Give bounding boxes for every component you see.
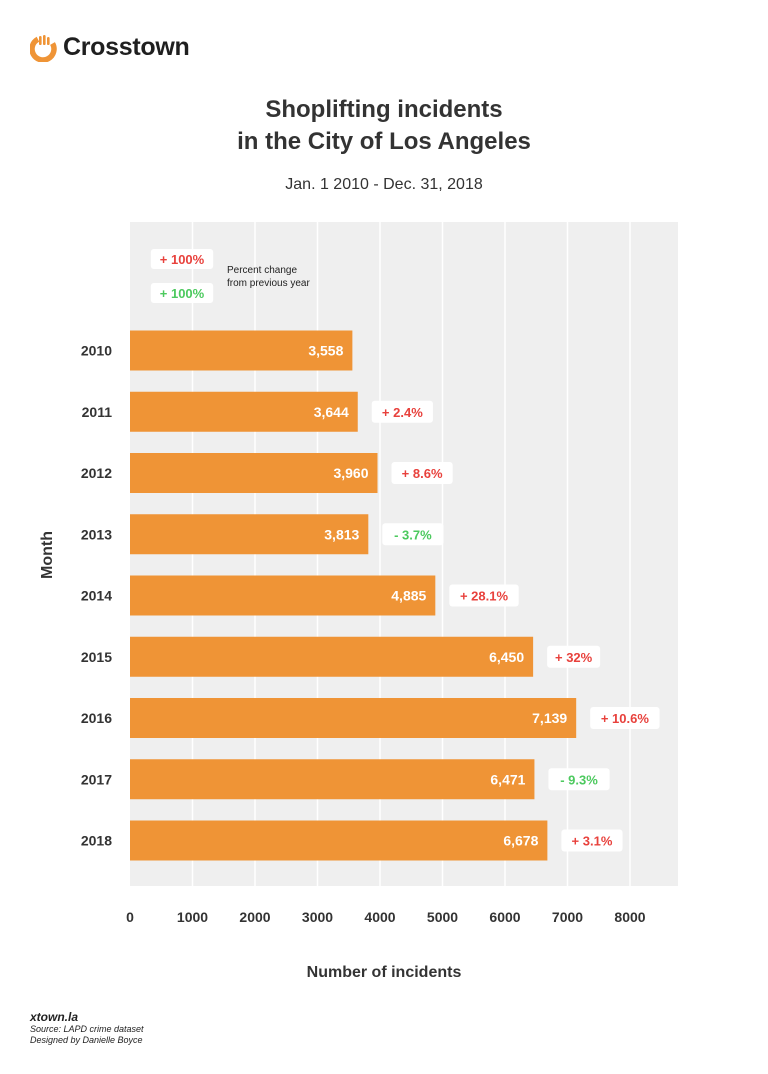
bar-value-label: 3,960 (333, 465, 368, 481)
percent-change-label: + 10.6% (601, 711, 650, 726)
bar (130, 820, 548, 861)
legend-desc-line2: from previous year (227, 278, 310, 289)
y-tick-label: 2014 (81, 588, 112, 604)
percent-change-label: + 2.4% (382, 405, 423, 420)
percent-change-box (382, 523, 444, 546)
legend-decrease-badge: + 100% (160, 286, 205, 301)
x-tick-label: 0 (126, 909, 134, 925)
bar-value-label: 3,813 (324, 526, 359, 542)
y-axis-label: Month (39, 531, 56, 579)
y-tick-label: 2016 (81, 710, 112, 726)
percent-change-label: + 28.1% (460, 589, 509, 604)
percent-change-box (547, 645, 601, 668)
bar (130, 514, 369, 555)
x-tick-label: 6000 (489, 909, 520, 925)
y-tick-label: 2015 (81, 649, 112, 665)
legend-increase-badge: + 100% (160, 252, 205, 267)
percent-change-box (590, 707, 660, 729)
percent-change-box (371, 400, 433, 423)
chart-title-line2: in the City of Los Angeles (237, 128, 531, 155)
percent-change-box (449, 584, 519, 607)
bar-value-label: 6,678 (503, 833, 538, 849)
percent-change-box (548, 768, 610, 791)
bar (130, 453, 378, 493)
y-tick-label: 2017 (81, 771, 112, 787)
footer-site: xtown.la (30, 1010, 79, 1024)
percent-change-label: + 32% (555, 650, 593, 665)
x-tick-label: 3000 (302, 909, 333, 925)
x-tick-label: 7000 (552, 909, 583, 925)
percent-change-box (561, 829, 623, 852)
x-tick-label: 1000 (177, 909, 208, 925)
percent-change-label: - 3.7% (394, 527, 432, 542)
bar (130, 759, 535, 800)
bar (130, 575, 436, 616)
footer-source: Source: LAPD crime dataset (30, 1024, 144, 1034)
y-tick-label: 2013 (81, 526, 112, 542)
percent-change-label: - 9.3% (560, 772, 598, 787)
chart-subtitle: Jan. 1 2010 - Dec. 31, 2018 (285, 176, 483, 193)
bar (130, 330, 353, 371)
x-tick-label: 2000 (239, 909, 270, 925)
footer: xtown.la Source: LAPD crime dataset Desi… (30, 1010, 144, 1046)
legend-increase-badge-box (150, 249, 214, 269)
x-tick-label: 8000 (614, 909, 645, 925)
bar-value-label: 7,139 (532, 710, 567, 726)
crosstown-logo-icon (30, 34, 57, 62)
bar (130, 698, 577, 738)
x-axis-label: Number of incidents (306, 964, 462, 981)
y-tick-label: 2018 (81, 833, 112, 849)
legend-decrease-badge-box (150, 283, 214, 303)
x-tick-label: 4000 (364, 909, 395, 925)
bar-value-label: 6,450 (489, 649, 524, 665)
percent-change-label: + 8.6% (402, 466, 443, 481)
bar (130, 636, 534, 677)
percent-change-box (391, 462, 453, 484)
y-tick-label: 2012 (81, 465, 112, 481)
y-tick-label: 2010 (81, 343, 112, 359)
percent-change-label: + 3.1% (572, 834, 613, 849)
bar-value-label: 4,885 (391, 588, 426, 604)
bar-value-label: 3,644 (314, 404, 349, 420)
bar (130, 391, 358, 432)
x-tick-label: 5000 (427, 909, 458, 925)
bar-value-label: 6,471 (490, 771, 525, 787)
y-tick-label: 2011 (82, 404, 113, 420)
legend-desc-line1: Percent change (227, 265, 297, 276)
footer-designer: Designed by Danielle Boyce (30, 1035, 143, 1045)
bar-value-label: 3,558 (308, 343, 343, 359)
crosstown-logo: Crosstown (30, 33, 190, 62)
logo-text: Crosstown (63, 33, 190, 61)
chart-title-line1: Shoplifting incidents (265, 96, 503, 123)
